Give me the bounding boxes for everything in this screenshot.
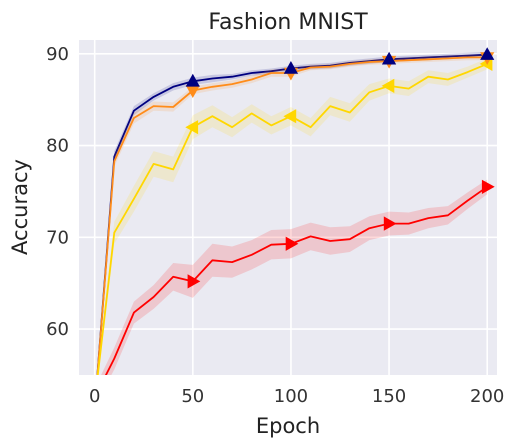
gridlines [79, 40, 497, 375]
series-4-marker [481, 179, 495, 194]
series-3-marker [185, 120, 199, 135]
x-axis-label: Epoch [256, 414, 320, 438]
series-1-marker [480, 47, 495, 60]
y-tick-label: 80 [46, 136, 69, 157]
series-1-marker [283, 61, 299, 74]
series-2-marker [185, 85, 200, 98]
x-axis-ticks: 0 50 100 150 200 [89, 386, 504, 407]
x-tick-label: 50 [181, 386, 204, 407]
plot-area [79, 40, 497, 375]
x-tick-label: 0 [89, 386, 100, 407]
series-3-band [96, 58, 488, 375]
series-4-marker [285, 236, 299, 251]
y-axis-ticks: 60 70 80 90 [46, 44, 69, 340]
series-4-marker [383, 216, 397, 231]
markers-layer [185, 47, 495, 289]
x-tick-label: 150 [372, 386, 406, 407]
series-1-marker [381, 51, 397, 65]
y-axis-label: Accuracy [8, 159, 32, 255]
series-3-marker [381, 78, 395, 93]
series-4-marker [187, 274, 201, 289]
series-3-marker [283, 109, 297, 124]
series-4-band [101, 179, 488, 375]
chart-title: Fashion MNIST [208, 10, 368, 35]
x-tick-label: 200 [470, 386, 504, 407]
y-tick-label: 60 [46, 319, 69, 340]
y-tick-label: 90 [46, 44, 69, 65]
y-tick-label: 70 [46, 227, 69, 248]
x-tick-label: 100 [274, 386, 308, 407]
series-1-marker [185, 73, 200, 87]
